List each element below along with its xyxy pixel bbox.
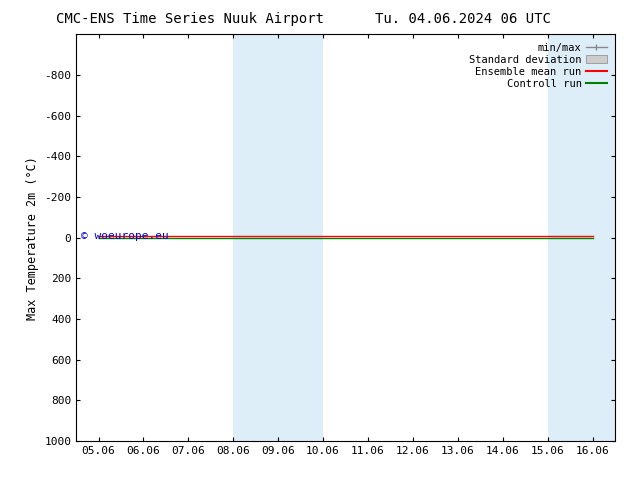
Text: Tu. 04.06.2024 06 UTC: Tu. 04.06.2024 06 UTC — [375, 12, 551, 26]
Text: CMC-ENS Time Series Nuuk Airport: CMC-ENS Time Series Nuuk Airport — [56, 12, 324, 26]
Bar — [548, 34, 634, 441]
Y-axis label: Max Temperature 2m (°C): Max Temperature 2m (°C) — [25, 156, 39, 319]
Legend: min/max, Standard deviation, Ensemble mean run, Controll run: min/max, Standard deviation, Ensemble me… — [466, 40, 610, 92]
Bar — [233, 34, 323, 441]
Text: © woeurope.eu: © woeurope.eu — [81, 231, 169, 241]
